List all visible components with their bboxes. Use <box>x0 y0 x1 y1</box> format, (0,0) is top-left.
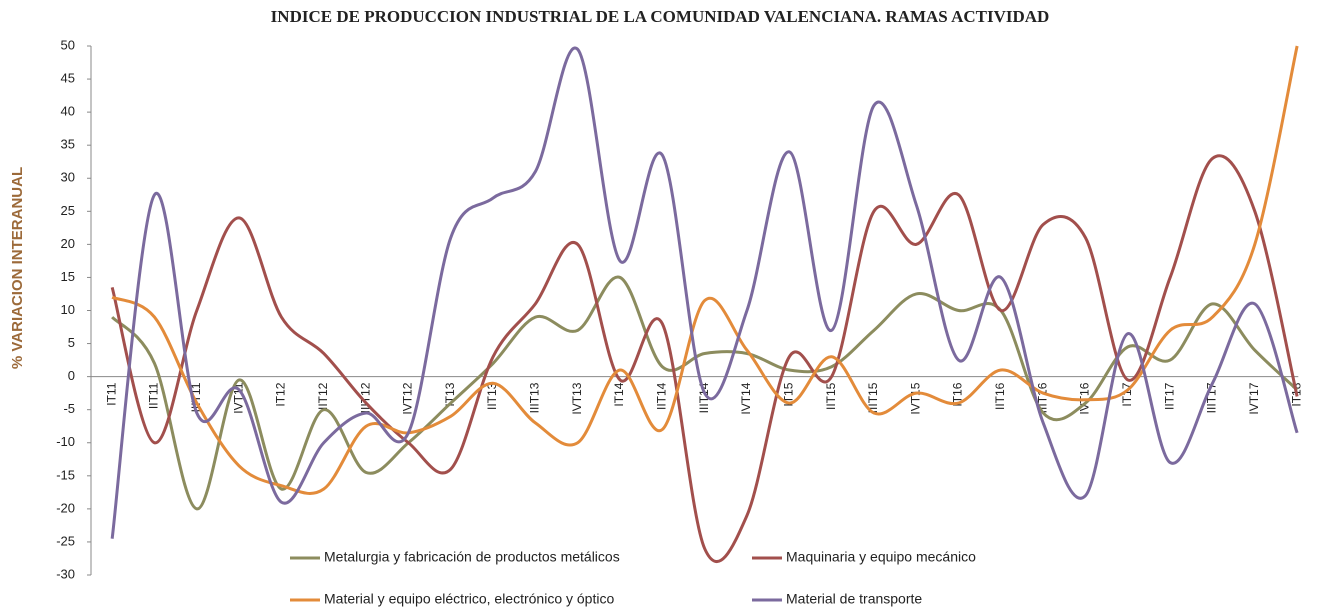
x-tick-label: IIT11 <box>147 382 161 409</box>
y-tick-label: 50 <box>61 37 75 52</box>
chart-title: INDICE DE PRODUCCION INDUSTRIAL DE LA CO… <box>271 7 1050 26</box>
y-tick-label: 20 <box>61 236 75 251</box>
y-tick-label: 15 <box>61 269 75 284</box>
x-tick-label: IVT13 <box>570 382 584 414</box>
y-tick-label: 5 <box>68 335 75 350</box>
y-tick-label: 10 <box>61 302 75 317</box>
x-tick-label: IT12 <box>274 382 288 406</box>
x-tick-label: IIT13 <box>485 382 499 410</box>
x-tick-label: IIT16 <box>993 382 1007 410</box>
legend-label: Maquinaria y equipo mecánico <box>786 549 976 565</box>
y-tick-label: -25 <box>56 533 75 548</box>
y-axis-title: % VARIACION INTERANUAL <box>9 167 26 369</box>
y-tick-label: 35 <box>61 137 75 152</box>
legend-label: Metalurgia y fabricación de productos me… <box>324 549 620 565</box>
x-tick-label: IT11 <box>104 382 118 405</box>
x-tick-label: IT14 <box>612 382 626 406</box>
x-tick-label: IVT12 <box>401 382 415 414</box>
series-line <box>110 46 1299 539</box>
series-line <box>111 45 1299 495</box>
x-tick-label: IIIT14 <box>697 382 711 413</box>
y-tick-label: -30 <box>56 566 75 581</box>
y-tick-label: -5 <box>63 401 75 416</box>
y-tick-label: -20 <box>56 500 75 515</box>
x-tick-label: IIT14 <box>654 382 668 410</box>
x-tick-label: IIT17 <box>1162 382 1176 410</box>
legend-label: Material y equipo eléctrico, electrónico… <box>324 591 614 607</box>
y-tick-label: 30 <box>61 170 75 185</box>
y-tick-label: 40 <box>61 104 75 119</box>
series-line <box>111 275 1299 511</box>
x-tick-label: IIIT15 <box>866 382 880 413</box>
series-line <box>110 154 1299 564</box>
x-tick-label: IVT15 <box>908 382 922 414</box>
y-tick-label: 25 <box>61 203 75 218</box>
x-tick-label: IVT14 <box>739 382 753 414</box>
x-tick-label: IIT15 <box>824 382 838 410</box>
y-tick-label: -10 <box>56 434 75 449</box>
y-tick-label: -15 <box>56 467 75 482</box>
legend-label: Material de transporte <box>786 591 922 607</box>
x-tick-label: IIIT13 <box>528 382 542 413</box>
y-tick-label: 45 <box>61 71 75 86</box>
y-tick-label: 0 <box>68 368 75 383</box>
x-tick-label: IVT11 <box>231 382 245 413</box>
x-tick-label: IIT12 <box>316 382 330 410</box>
x-tick-label: IVT17 <box>1247 382 1261 414</box>
